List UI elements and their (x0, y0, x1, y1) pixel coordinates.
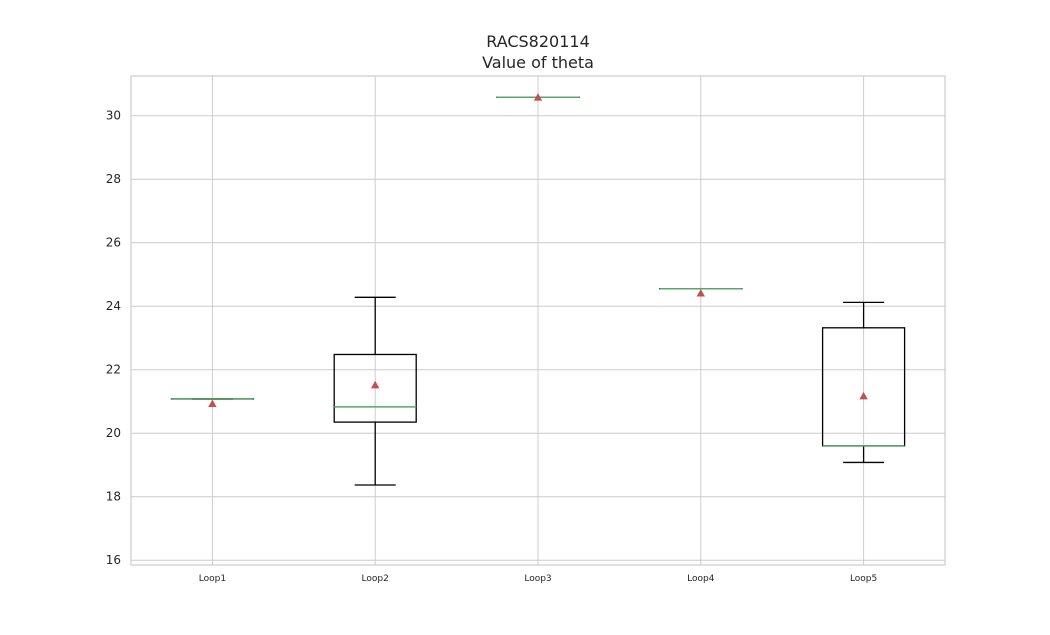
x-axis-ticks: Loop1 Loop2 Loop3 Loop4 Loop5 (199, 574, 878, 584)
y-tick-label: 26 (106, 236, 121, 250)
y-tick-label: 30 (106, 109, 121, 123)
x-tick-label: Loop3 (524, 574, 551, 584)
mean-marker (208, 399, 217, 408)
y-tick-label: 16 (106, 553, 121, 567)
y-axis-ticks: 16 18 20 22 24 26 28 30 (106, 109, 121, 568)
y-tick-label: 22 (106, 363, 121, 377)
grid-lines (131, 76, 945, 565)
chart-title: RACS820114 (486, 32, 590, 51)
box-loop1 (170, 398, 255, 408)
y-tick-label: 24 (106, 299, 121, 313)
box-loop4 (659, 287, 743, 297)
mean-marker (859, 391, 868, 400)
y-tick-label: 28 (106, 172, 121, 186)
y-tick-label: 20 (106, 426, 121, 440)
x-tick-label: Loop5 (850, 574, 877, 584)
plot-frame (130, 75, 946, 566)
y-tick-label: 18 (106, 490, 121, 504)
mean-marker (371, 380, 380, 389)
box-loop3 (496, 93, 580, 101)
chart-subtitle: Value of theta (482, 53, 594, 72)
box-loop5 (821, 301, 906, 464)
mean-marker (696, 288, 705, 297)
mean-marker (533, 93, 543, 101)
x-tick-label: Loop4 (687, 574, 715, 584)
box-iqr (333, 353, 417, 423)
box-loop2 (333, 296, 417, 486)
x-tick-label: Loop2 (362, 574, 389, 584)
box-series (170, 93, 906, 486)
x-tick-label: Loop1 (199, 574, 226, 584)
